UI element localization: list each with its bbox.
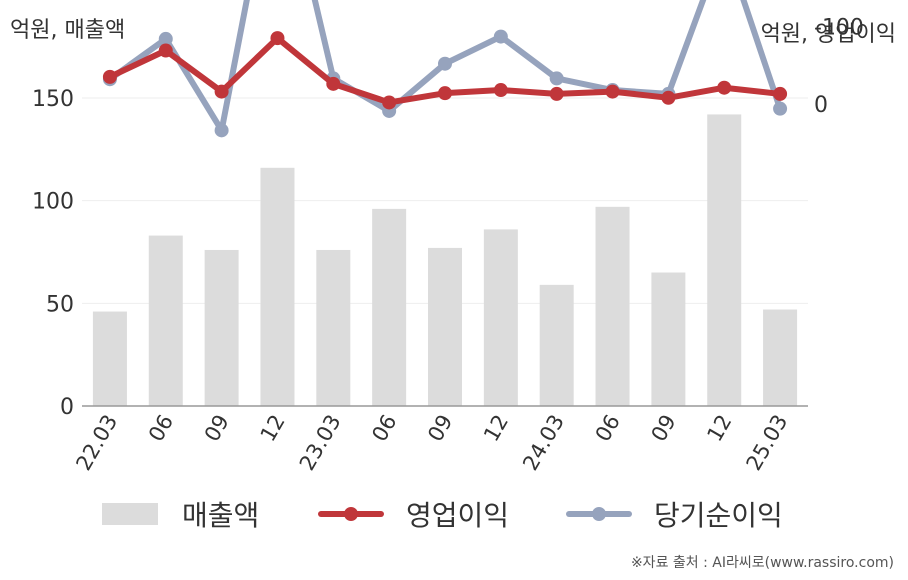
operating-profit-point — [773, 86, 788, 101]
bar — [707, 114, 742, 406]
legend-operating-label: 영업이익 — [406, 499, 510, 532]
net-income-point — [773, 101, 788, 116]
source-note: ※자료 출처 : AI라씨로(www.rassiro.com) — [630, 555, 894, 571]
x-tick-label: 12 — [479, 411, 513, 446]
operating-profit-point — [605, 84, 620, 99]
net-income-point — [438, 56, 452, 71]
left-tick-label: 0 — [60, 395, 74, 420]
x-tick-label: 22.03 — [71, 411, 122, 475]
left-tick-label: 50 — [46, 292, 74, 317]
net-income-point — [214, 123, 229, 138]
right-axis-unit: 억원, 영업이익 — [760, 22, 896, 47]
operating-profit-point — [382, 95, 397, 110]
x-tick-label: 12 — [256, 411, 290, 446]
operating-profit-point — [549, 86, 564, 101]
bar — [763, 309, 798, 406]
left-axis-unit: 억원, 매출액 — [10, 18, 126, 43]
x-tick-label: 06 — [144, 411, 178, 446]
operating-profit-point — [214, 84, 229, 99]
x-tick-label: 09 — [423, 411, 457, 446]
x-tick-label: 09 — [200, 411, 234, 446]
legend-operating-swatch — [318, 503, 384, 525]
bar — [204, 249, 239, 406]
legend-operating-item: 영업이익 — [318, 492, 509, 536]
legend-bar-swatch — [102, 503, 158, 525]
x-tick-label: 06 — [591, 411, 625, 446]
x-tick-label: 23.03 — [295, 411, 346, 475]
bar — [92, 311, 127, 406]
bar — [316, 249, 351, 406]
net-income-point — [493, 29, 508, 44]
net-income-point — [549, 71, 564, 86]
left-tick-label: 100 — [32, 190, 74, 215]
operating-profit-point — [326, 76, 341, 91]
x-tick-label: 12 — [702, 411, 736, 446]
legend-net-item: 당기순이익 — [566, 492, 783, 536]
bar — [428, 247, 462, 406]
bar — [595, 206, 630, 406]
operating-profit-point — [102, 69, 117, 84]
bar — [148, 235, 183, 406]
operating-profit-point — [661, 90, 676, 105]
bar — [651, 272, 686, 406]
x-tick-label: 06 — [367, 411, 401, 446]
bar — [539, 284, 574, 406]
right-tick-label: 0 — [814, 93, 828, 118]
operating-profit-point — [438, 86, 452, 101]
bar — [372, 208, 407, 406]
right-tick-label: -100 — [814, 16, 864, 41]
legend-bar-item: 매출액 — [102, 492, 259, 536]
operating-profit-point — [158, 43, 173, 58]
x-tick-label: 25.03 — [742, 411, 793, 475]
legend-net-swatch — [566, 503, 632, 525]
legend-bar-label: 매출액 — [182, 499, 260, 532]
operating-profit-point — [717, 80, 732, 95]
chart-canvas: 0501001500-100-200-30022.0306091223.0306… — [32, 0, 864, 475]
left-tick-label: 150 — [32, 87, 74, 112]
operating-profit-point — [270, 31, 285, 46]
bar — [260, 167, 295, 406]
bar — [483, 229, 518, 406]
legend-net-label: 당기순이익 — [654, 499, 783, 532]
operating-profit-point — [493, 83, 508, 98]
net-income-point — [158, 31, 173, 46]
x-tick-label: 24.03 — [518, 411, 569, 475]
x-tick-label: 09 — [647, 411, 681, 446]
